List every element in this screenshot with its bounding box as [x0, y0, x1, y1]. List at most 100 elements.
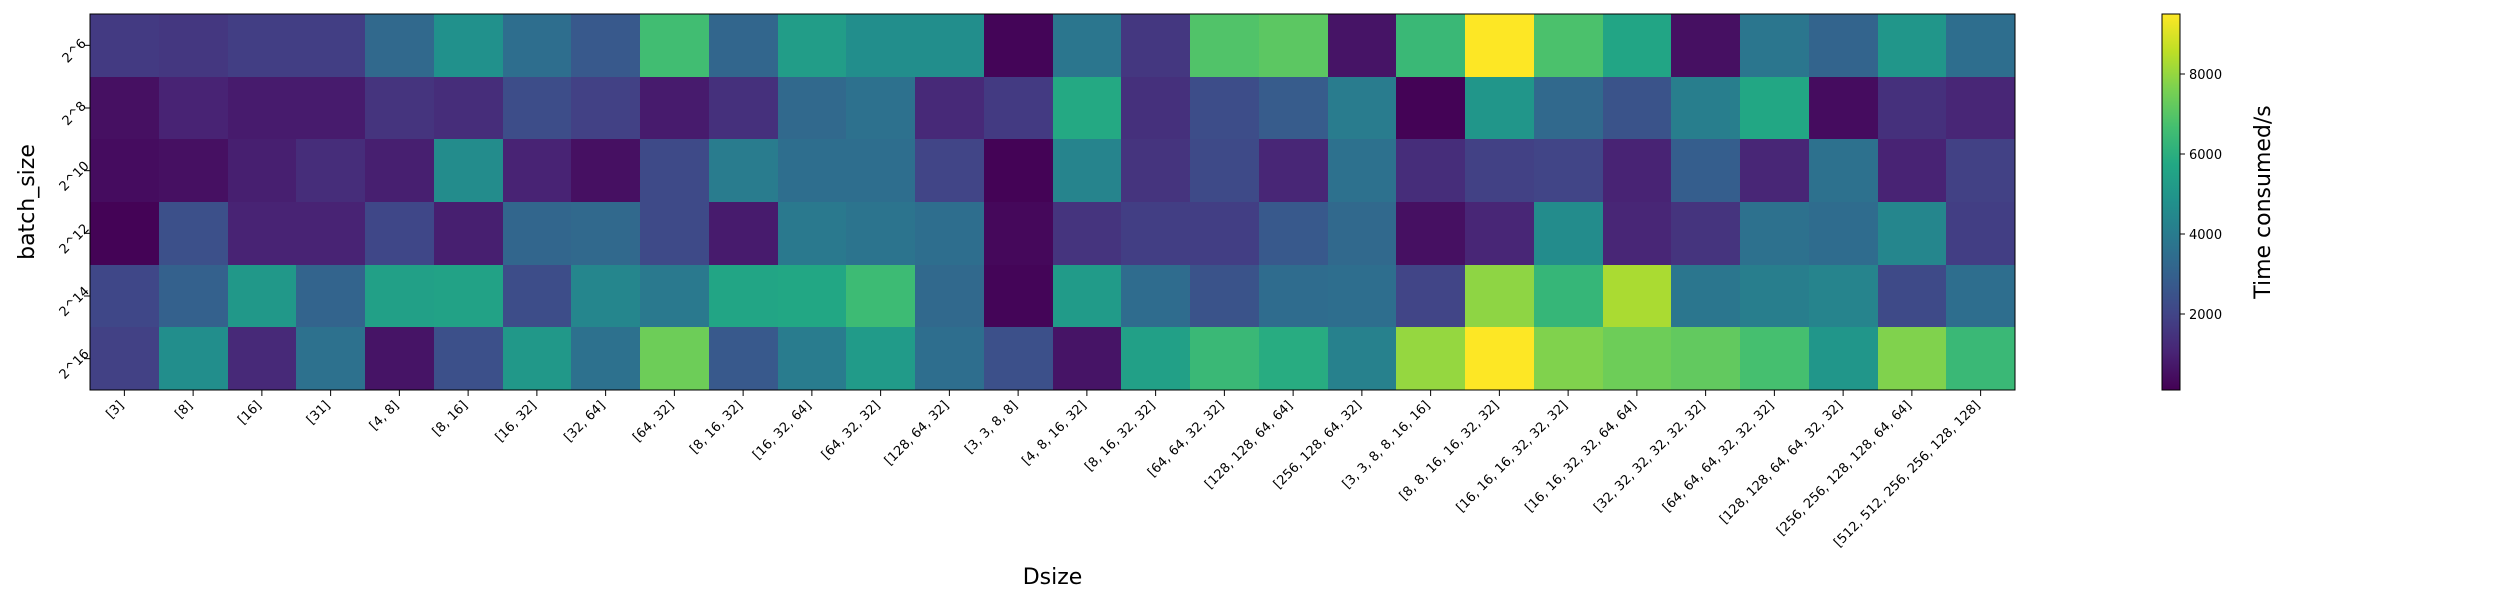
- heatmap-cell: [228, 14, 296, 77]
- heatmap-cell: [1053, 77, 1121, 139]
- heatmap-cell: [1121, 202, 1190, 265]
- heatmap-cell: [503, 327, 571, 390]
- heatmap-cell: [1121, 265, 1190, 327]
- heatmap-cell: [296, 14, 365, 77]
- heatmap-cell: [1396, 265, 1465, 327]
- heatmap-cell: [1328, 202, 1396, 265]
- heatmap-cell: [1328, 139, 1396, 202]
- heatmap-cell: [984, 77, 1053, 139]
- heatmap-cell: [1053, 202, 1121, 265]
- heatmap-cell: [846, 14, 915, 77]
- heatmap-cell: [1190, 77, 1259, 139]
- heatmap-cell: [1465, 327, 1534, 390]
- colorbar-ticks: 2000 4000 6000 8000: [2180, 68, 2222, 323]
- heatmap-cell: [365, 265, 434, 327]
- heatmap-cell: [984, 14, 1053, 77]
- x-tick-label: [128, 64, 32]: [882, 398, 952, 468]
- x-tick-label: [16, 32, 64]: [750, 398, 815, 463]
- heatmap-cell: [434, 139, 503, 202]
- heatmap-cell: [984, 139, 1053, 202]
- heatmap-cell: [1946, 265, 2015, 327]
- heatmap-cell: [1534, 139, 1603, 202]
- heatmap-cell: [709, 77, 778, 139]
- heatmap-cell: [1465, 14, 1534, 77]
- heatmap-cell: [228, 77, 296, 139]
- plot-frame: [89, 13, 2016, 391]
- heatmap-cell: [571, 265, 640, 327]
- heatmap-cell: [159, 265, 228, 327]
- x-tick-label: [16, 16, 32, 32, 64, 64]: [1523, 398, 1640, 515]
- heatmap-cell: [434, 202, 503, 265]
- heatmap-cell: [296, 265, 365, 327]
- heatmap-cell: [1740, 327, 1809, 390]
- x-tick-label: [16, 16, 16, 32, 32, 32]: [1454, 398, 1571, 515]
- x-tick-label: [512, 512, 256, 256, 128, 128]: [1831, 398, 1983, 550]
- heatmap-cell: [915, 327, 984, 390]
- heatmap-cell: [159, 14, 228, 77]
- heatmap-cell: [1603, 265, 1671, 327]
- heatmap-cell: [571, 77, 640, 139]
- heatmap-cell: [846, 139, 915, 202]
- heatmap-cell: [159, 327, 228, 390]
- y-axis-title: batch_size: [15, 144, 40, 260]
- heatmap-cell: [1878, 14, 1946, 77]
- heatmap-cell: [228, 265, 296, 327]
- heatmap-cell: [90, 139, 159, 202]
- heatmap-cell: [1534, 202, 1603, 265]
- heatmap-cell: [571, 139, 640, 202]
- heatmap-cell: [846, 265, 915, 327]
- heatmap-cell: [159, 202, 228, 265]
- heatmap-cell: [1878, 202, 1946, 265]
- heatmap-cell: [915, 77, 984, 139]
- y-tick-label: 2^6: [60, 36, 90, 66]
- heatmap-cell: [1259, 202, 1328, 265]
- heatmap-cell: [1671, 202, 1740, 265]
- heatmap-cell: [1053, 139, 1121, 202]
- heatmap-cell: [1809, 139, 1878, 202]
- heatmap-cell: [1809, 202, 1878, 265]
- colorbar-tick-label: 8000: [2189, 68, 2222, 83]
- heatmap-cell: [1534, 77, 1603, 139]
- heatmap-cell: [365, 202, 434, 265]
- heatmap-cell: [1671, 327, 1740, 390]
- heatmap-cell: [228, 327, 296, 390]
- heatmap-cell: [296, 77, 365, 139]
- heatmap-cell: [1809, 327, 1878, 390]
- x-tick-label: [32, 32, 32, 32, 32, 32]: [1591, 398, 1708, 515]
- heatmap-cell: [1259, 14, 1328, 77]
- heatmap-cell: [1878, 77, 1946, 139]
- heatmap-cell: [1328, 14, 1396, 77]
- colorbar-tick-label: 2000: [2189, 308, 2222, 323]
- heatmap-cell: [709, 202, 778, 265]
- heatmap-cell: [1396, 202, 1465, 265]
- heatmap-cell: [1878, 139, 1946, 202]
- heatmap-cell: [571, 14, 640, 77]
- heatmap-cell: [1465, 77, 1534, 139]
- heatmap-cell: [640, 327, 709, 390]
- heatmap-cell: [1946, 327, 2015, 390]
- heatmap-cell: [365, 14, 434, 77]
- heatmap-cell: [984, 202, 1053, 265]
- heatmap-cell: [296, 327, 365, 390]
- x-tick-label: [128, 128, 64, 64, 32, 32]: [1717, 398, 1846, 527]
- heatmap-cell: [915, 14, 984, 77]
- heatmap-cell: [1053, 327, 1121, 390]
- heatmap-cell: [296, 139, 365, 202]
- heatmap-cell: [846, 77, 915, 139]
- x-tick-label: [64, 32]: [630, 398, 677, 445]
- heatmap-cell: [1946, 202, 2015, 265]
- heatmap-cell: [915, 265, 984, 327]
- y-axis-ticks: 2^6 2^8 2^10 2^12 2^14 2^16: [57, 36, 93, 382]
- heatmap-cell: [1740, 77, 1809, 139]
- heatmap-cell: [1190, 327, 1259, 390]
- x-axis-title: Dsize: [1023, 565, 1083, 590]
- heatmap-cell: [1190, 139, 1259, 202]
- heatmap-cell: [228, 139, 296, 202]
- y-tick-label: 2^16: [57, 347, 93, 383]
- heatmap-cell: [90, 265, 159, 327]
- heatmap-cell: [1328, 327, 1396, 390]
- heatmap-cell: [1121, 14, 1190, 77]
- heatmap-cell: [1534, 327, 1603, 390]
- heatmap-cell: [640, 77, 709, 139]
